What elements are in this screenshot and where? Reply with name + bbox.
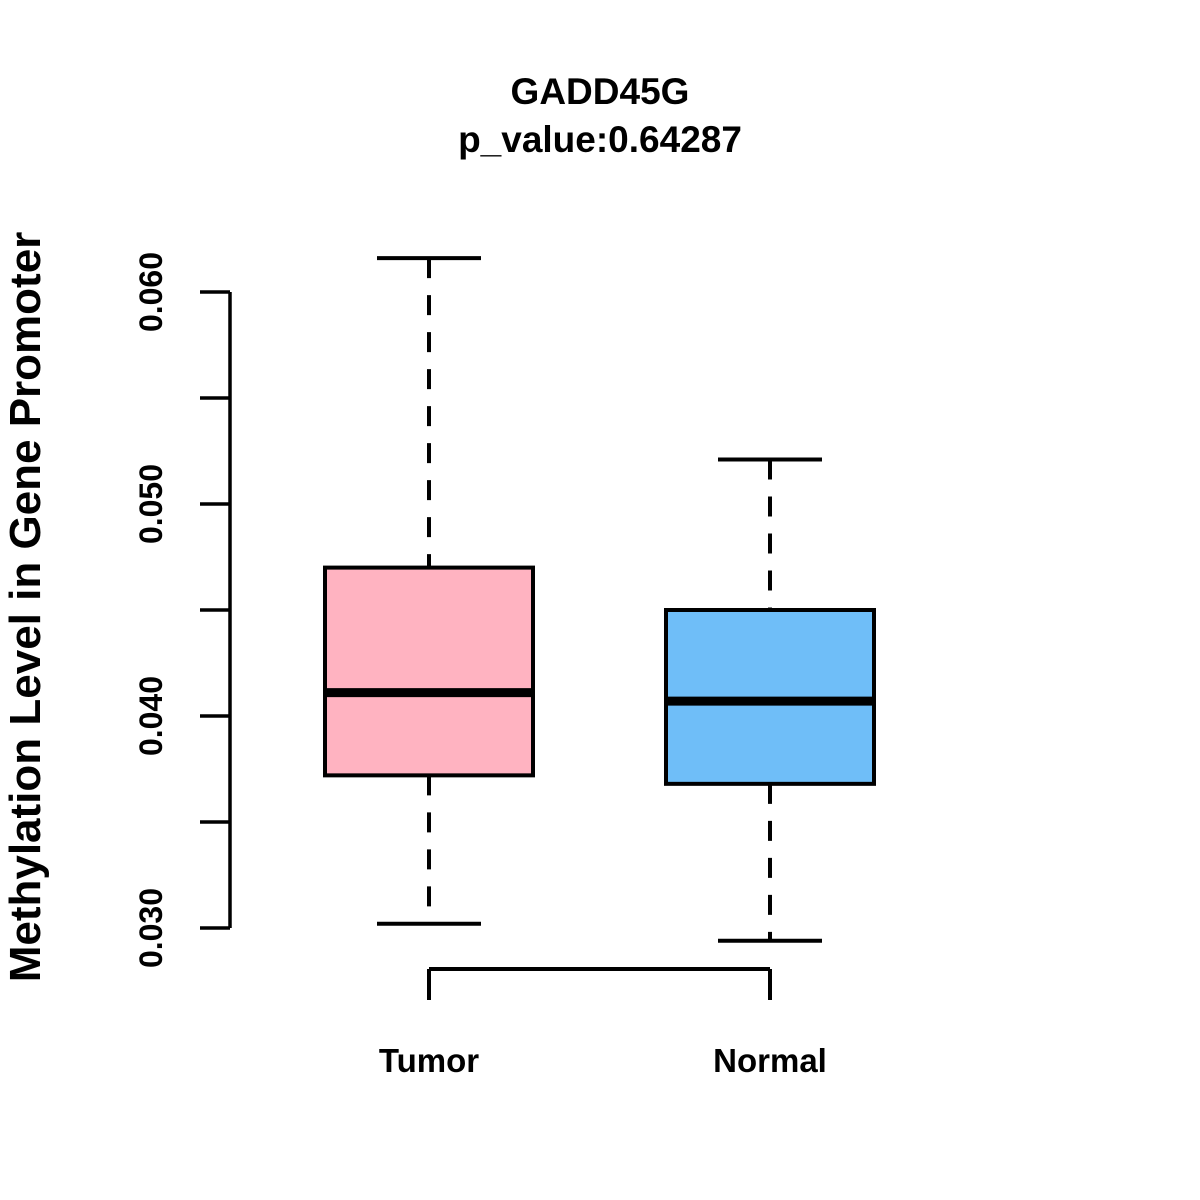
chart-subtitle-pvalue: p_value:0.64287 — [458, 119, 742, 160]
y-axis-tick-label: 0.050 — [133, 464, 169, 544]
tumor-iqr-box — [323, 565, 535, 778]
y-axis-tick-label: 0.060 — [133, 252, 169, 332]
category-label-normal: Normal — [713, 1042, 827, 1079]
y-axis-tick-label: 0.040 — [133, 676, 169, 756]
x-axis-bracket — [427, 967, 772, 1000]
boxplot-boxes — [323, 256, 876, 943]
y-axis-title: Methylation Level in Gene Promoter — [1, 232, 50, 983]
category-label-tumor: Tumor — [379, 1042, 479, 1079]
chart-title: GADD45G — [511, 71, 690, 112]
y-axis: 0.030 0.040 0.050 0.060 — [133, 252, 232, 968]
y-axis-tick-label: 0.030 — [133, 888, 169, 968]
